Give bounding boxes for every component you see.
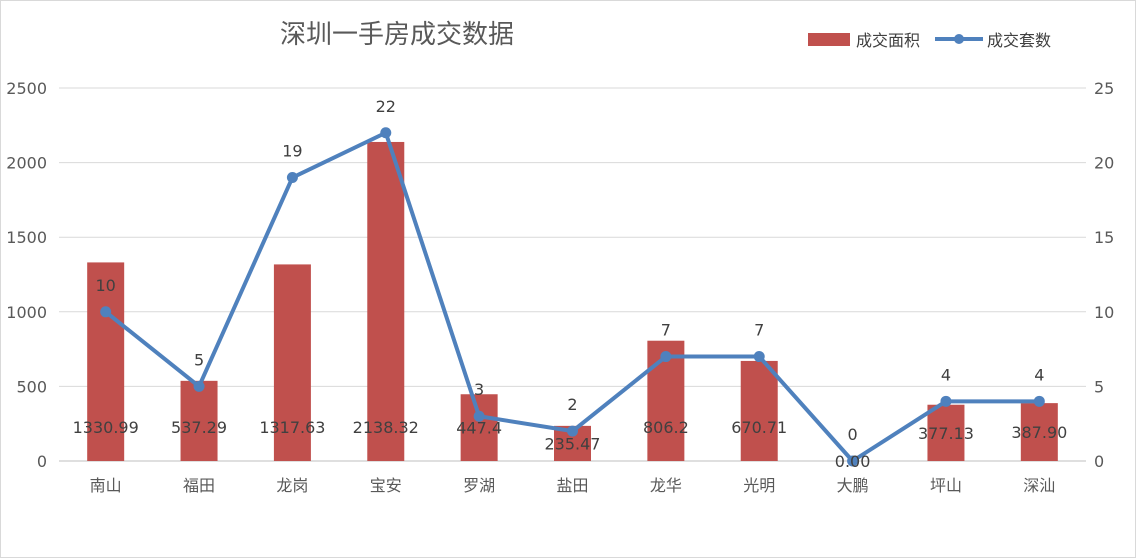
line-point bbox=[380, 127, 392, 139]
bar-value-label: 387.90 bbox=[1011, 423, 1067, 442]
left-tick-label: 1000 bbox=[6, 303, 47, 322]
right-tick-label: 25 bbox=[1094, 79, 1114, 98]
right-tick-label: 15 bbox=[1094, 228, 1114, 247]
bar bbox=[1020, 403, 1058, 461]
bar-value-label: 806.2 bbox=[643, 418, 689, 437]
line-point bbox=[940, 395, 952, 407]
category-label: 罗湖 bbox=[463, 476, 495, 495]
line-point bbox=[100, 306, 112, 318]
category-label: 光明 bbox=[743, 476, 775, 495]
left-tick-label: 0 bbox=[37, 452, 47, 471]
bar bbox=[87, 262, 125, 461]
line-value-label: 4 bbox=[1034, 365, 1044, 384]
line-value-label: 3 bbox=[474, 380, 484, 399]
left-tick-label: 500 bbox=[16, 377, 47, 396]
category-label: 龙华 bbox=[650, 476, 682, 495]
bar-value-label: 0.00 bbox=[835, 452, 871, 471]
bar-series bbox=[87, 141, 1058, 462]
bar-value-label: 1317.63 bbox=[259, 418, 325, 437]
line-point bbox=[847, 455, 859, 467]
line-value-label: 22 bbox=[376, 97, 396, 116]
category-label: 福田 bbox=[183, 476, 215, 495]
legend-swatch-bar bbox=[808, 33, 850, 46]
category-label: 龙岗 bbox=[276, 476, 308, 495]
line-value-label: 0 bbox=[847, 425, 857, 444]
left-tick-label: 2000 bbox=[6, 154, 47, 173]
line-value-label: 7 bbox=[754, 321, 764, 340]
line-value-label: 4 bbox=[941, 365, 951, 384]
bar-value-label: 1330.99 bbox=[73, 418, 139, 437]
bar bbox=[180, 380, 218, 461]
left-tick-label: 1500 bbox=[6, 228, 47, 247]
bar-value-label: 537.29 bbox=[171, 418, 227, 437]
data-labels: 1330.99 537.29 1317.63 2138.32 447.4 235.47 80… bbox=[73, 97, 1068, 471]
right-tick-label: 10 bbox=[1094, 303, 1114, 322]
legend-label-area: 成交面积 bbox=[856, 31, 920, 50]
line-point bbox=[473, 410, 485, 422]
line-value-label: 5 bbox=[194, 350, 204, 369]
legend-label-count: 成交套数 bbox=[987, 31, 1051, 50]
right-tick-label: 20 bbox=[1094, 154, 1114, 173]
right-tick-label: 0 bbox=[1094, 452, 1104, 471]
line-value-label: 19 bbox=[282, 142, 302, 161]
category-axis: 南山 福田 龙岗 宝安 罗湖 盐田 龙华 光明 大鹏 坪山 深汕 bbox=[90, 476, 1056, 495]
chart-title: 深圳一手房成交数据 bbox=[280, 20, 514, 50]
bar-value-label: 2138.32 bbox=[353, 418, 419, 437]
line-value-label: 7 bbox=[661, 321, 671, 340]
line-point bbox=[286, 172, 298, 184]
category-label: 大鹏 bbox=[837, 476, 869, 495]
line-value-label: 10 bbox=[96, 276, 116, 295]
line-point bbox=[1033, 395, 1045, 407]
left-axis: 0 500 1000 1500 2000 2500 bbox=[6, 79, 47, 471]
line-point bbox=[753, 351, 765, 363]
line-series bbox=[100, 127, 1045, 467]
line-point bbox=[193, 380, 205, 392]
bar bbox=[460, 394, 498, 461]
bar-value-label: 377.13 bbox=[918, 424, 974, 443]
line-value-label: 2 bbox=[567, 395, 577, 414]
category-label: 深汕 bbox=[1023, 476, 1055, 495]
bar bbox=[367, 141, 405, 462]
right-axis: 0 5 10 15 20 25 bbox=[1094, 79, 1114, 471]
bar-value-label: 447.4 bbox=[456, 419, 502, 438]
bar bbox=[927, 404, 965, 461]
line-point bbox=[567, 425, 578, 437]
bar bbox=[740, 360, 778, 461]
legend: 成交面积 成交套数 bbox=[808, 31, 1051, 50]
legend-swatch-marker bbox=[954, 34, 964, 44]
bar bbox=[273, 264, 311, 461]
gridlines bbox=[59, 87, 1086, 462]
category-label: 南山 bbox=[90, 476, 122, 495]
left-tick-label: 2500 bbox=[6, 79, 47, 98]
category-label: 坪山 bbox=[930, 476, 962, 495]
bar-value-label: 670.71 bbox=[731, 418, 787, 437]
line-point bbox=[660, 351, 672, 363]
category-label: 宝安 bbox=[370, 476, 402, 495]
bar-value-label: 235.47 bbox=[545, 434, 601, 453]
right-tick-label: 5 bbox=[1094, 377, 1104, 396]
category-label: 盐田 bbox=[556, 476, 588, 495]
